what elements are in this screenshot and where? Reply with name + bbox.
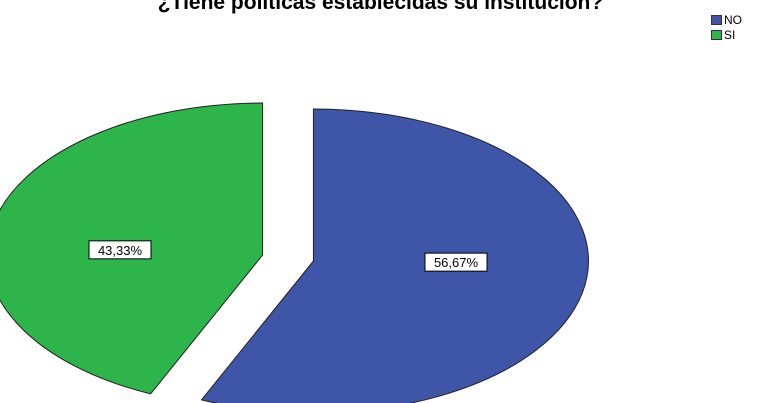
data-label-no: 56,67% [425, 253, 487, 271]
data-label-si: 43,33% [89, 241, 151, 259]
svg-text:56,67%: 56,67% [434, 255, 479, 270]
svg-text:43,33%: 43,33% [98, 243, 143, 258]
